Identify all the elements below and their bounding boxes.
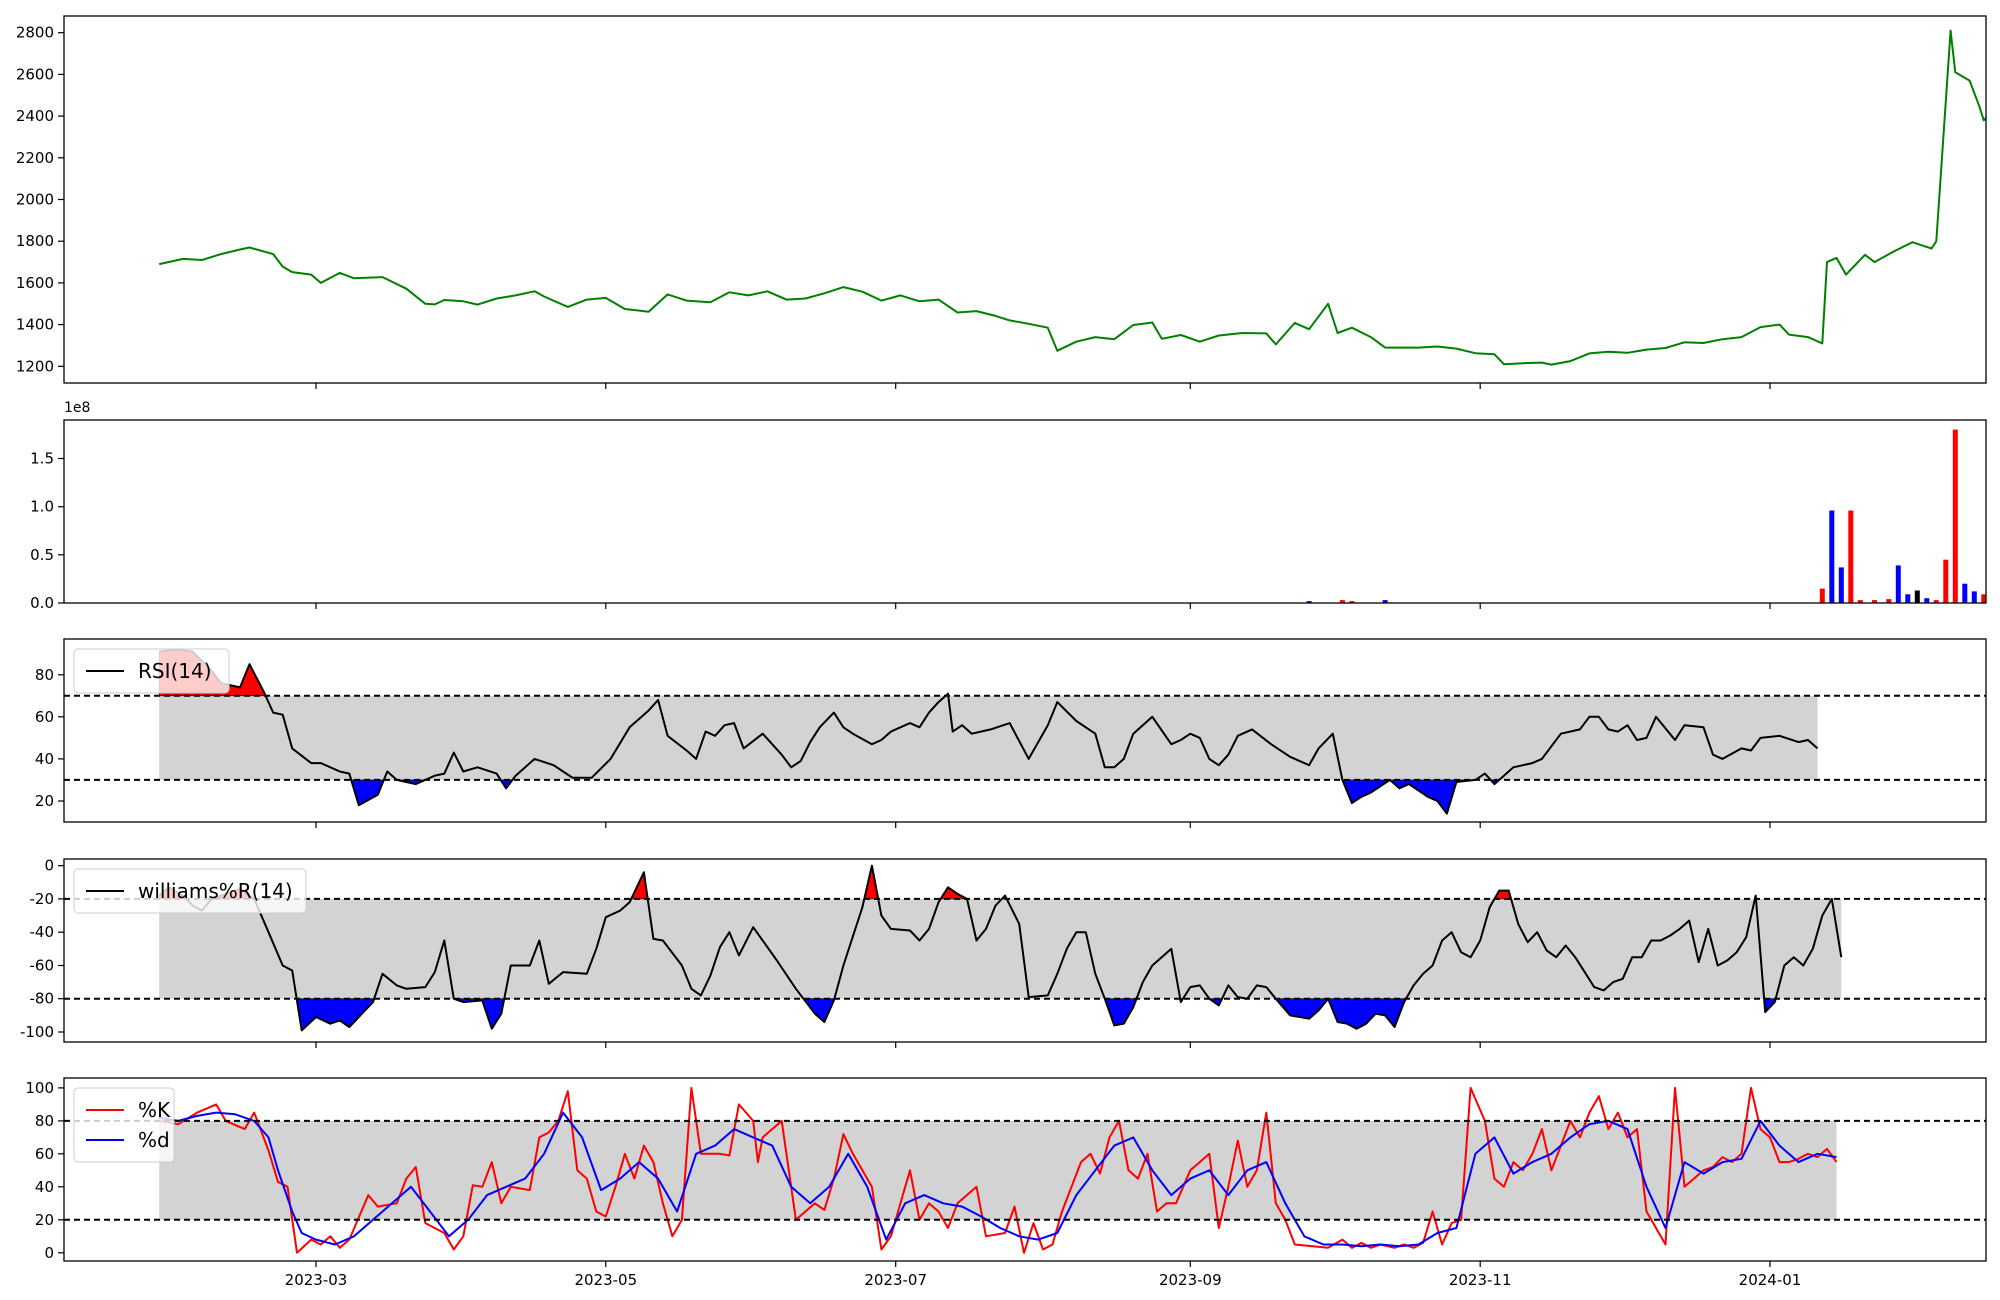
plot-area-price — [158, 29, 1986, 366]
y-tick-label: 0.5 — [30, 546, 54, 564]
legend-box — [73, 648, 230, 694]
panel-rsi: 20 40 60 80 RSI(14) — [35, 638, 1987, 828]
x-tick-label: 2024-01 — [1739, 1271, 1802, 1289]
y-tick-label: 1.5 — [30, 450, 54, 468]
volume-bar — [1914, 590, 1920, 603]
volume-bar — [1886, 599, 1892, 603]
volume-bar — [1382, 600, 1388, 603]
legend-williams: williams%R(14) — [73, 868, 307, 914]
x-tick-label: 2023-03 — [285, 1271, 348, 1289]
plot-area-williams — [64, 864, 1986, 1032]
y-tick-label: 20 — [35, 792, 54, 810]
axis-offset-label: 1e8 — [64, 400, 90, 416]
volume-bar — [1306, 601, 1312, 603]
y-tick-label: 0 — [44, 857, 54, 875]
plot-area-stochastic — [64, 1086, 1986, 1254]
y-tick-label: 80 — [35, 666, 54, 684]
neutral-band — [159, 898, 1842, 999]
volume-bar — [1905, 594, 1911, 603]
y-tick-label: 2000 — [16, 191, 54, 209]
series-line-williams-r-14- — [158, 864, 1843, 1032]
panel-stochastic: 0 20 40 60 80 100 2023-03 2023-05 2023-07 2023-09… — [25, 1077, 1987, 1289]
y-tick-label: 0 — [44, 1244, 54, 1262]
panel-volume: 0.0 0.5 1.0 1.5 1e8 — [30, 400, 1987, 612]
x-tick-label: 2023-11 — [1449, 1271, 1512, 1289]
y-tick-label: 1600 — [16, 274, 54, 292]
x-tick-label: 2023-07 — [864, 1271, 927, 1289]
plot-area-rsi — [64, 648, 1986, 815]
series-line-rsi-14- — [159, 648, 1819, 815]
y-tick-label: 40 — [35, 750, 54, 768]
legend-box — [73, 868, 307, 914]
legend-label: %d — [138, 1128, 170, 1152]
y-tick-label: 2800 — [16, 24, 54, 42]
y-tick-label: 40 — [35, 1178, 54, 1196]
legend-label: williams%R(14) — [138, 879, 293, 903]
panel-price: 1200 1400 1600 1800 2000 2200 2400 2600 2800 — [16, 15, 1987, 389]
y-tick-label: -40 — [30, 923, 55, 941]
x-tick-label: 2023-05 — [574, 1271, 637, 1289]
axes-frame — [63, 419, 1987, 604]
series-line--d — [159, 1111, 1837, 1248]
legend-rsi: RSI(14) — [73, 648, 230, 694]
volume-bar — [1971, 591, 1977, 603]
volume-bar — [1895, 565, 1901, 603]
legend-stochastic: %K %d — [73, 1087, 175, 1163]
y-tick-label: 2400 — [16, 107, 54, 125]
y-tick-label: -20 — [30, 890, 55, 908]
neutral-band — [159, 1120, 1837, 1220]
y-tick-label: 20 — [35, 1211, 54, 1229]
y-tick-label: 1200 — [16, 357, 54, 375]
y-tick-label: 2600 — [16, 65, 54, 83]
y-tick-label: 100 — [25, 1079, 54, 1097]
y-tick-label: 1400 — [16, 316, 54, 334]
volume-bar — [1339, 600, 1345, 603]
volume-bar — [1872, 600, 1877, 603]
axes-frame — [63, 858, 1987, 1043]
volume-bar — [1981, 594, 1986, 603]
volume-bar — [1933, 600, 1939, 603]
volume-bar — [1848, 510, 1854, 603]
y-tick-label: -60 — [30, 957, 55, 975]
panel-williams: -100 -80 -60 -40 -20 0 williams%R(14) — [20, 857, 1987, 1048]
volume-bar — [1349, 601, 1355, 603]
y-tick-label: 80 — [35, 1112, 54, 1130]
axes-frame — [63, 638, 1987, 823]
volume-bar — [1829, 510, 1835, 603]
volume-bar — [1819, 588, 1825, 603]
y-tick-label: 60 — [35, 708, 54, 726]
y-tick-label: -100 — [20, 1023, 54, 1041]
y-tick-label: 2200 — [16, 149, 54, 167]
axes-frame — [63, 1077, 1987, 1262]
volume-bar — [1857, 600, 1863, 603]
series-line-price — [158, 29, 1986, 366]
y-tick-label: 1.0 — [30, 498, 54, 516]
legend-box — [73, 1087, 175, 1163]
legend-label: %K — [138, 1098, 171, 1122]
x-tick-label: 2023-09 — [1159, 1271, 1222, 1289]
y-tick-label: 0.0 — [30, 594, 54, 612]
volume-bar — [1952, 429, 1958, 603]
plot-area-volume — [1306, 429, 1986, 603]
legend-label: RSI(14) — [138, 659, 212, 683]
chart-panels: 1200140016001800200022002400260028000.00… — [16, 15, 1987, 1289]
volume-bar — [1838, 567, 1844, 603]
volume-bar — [1962, 583, 1968, 603]
y-tick-label: -80 — [30, 990, 55, 1008]
y-tick-label: 60 — [35, 1145, 54, 1163]
neutral-band — [159, 695, 1818, 780]
y-tick-label: 1800 — [16, 232, 54, 250]
volume-bar — [1924, 598, 1930, 603]
volume-bar — [1943, 559, 1949, 603]
